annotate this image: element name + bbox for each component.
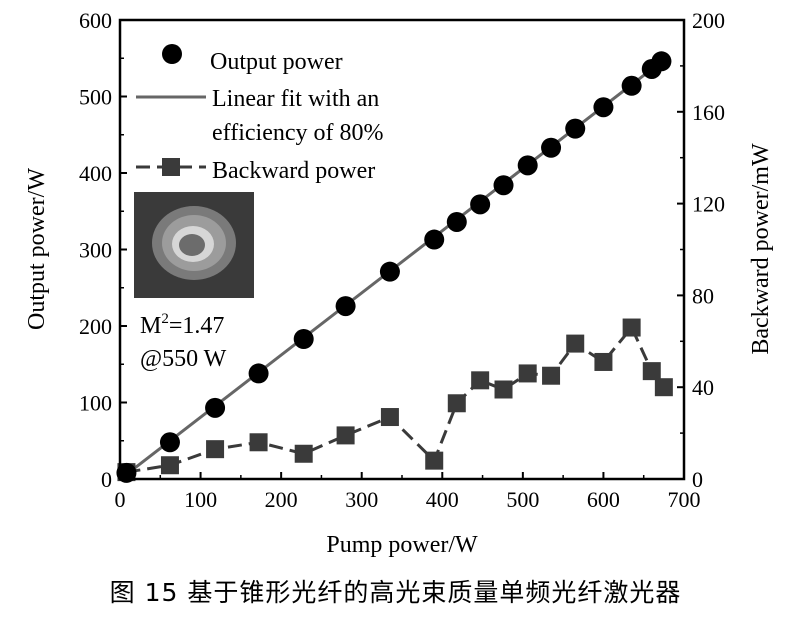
output-point — [565, 118, 586, 139]
beam-core — [179, 234, 205, 256]
backward-point — [294, 444, 313, 463]
legend: Output power Linear fit with an efficien… — [136, 44, 383, 184]
backward-point — [566, 334, 585, 353]
legend-marker-backward — [162, 158, 180, 176]
backward-point — [542, 366, 561, 385]
backward-point — [206, 440, 225, 459]
x-tick-label: 400 — [426, 487, 459, 512]
backward-point — [594, 352, 613, 371]
legend-label-fit-line1: Linear fit with an — [212, 86, 379, 112]
x-tick-label: 0 — [115, 487, 126, 512]
backward-point — [160, 456, 179, 475]
y-tick-label: 200 — [79, 314, 112, 339]
output-point — [493, 175, 514, 196]
x-tick-label: 200 — [265, 487, 298, 512]
y-tick-label: 0 — [101, 467, 112, 492]
output-point — [446, 211, 467, 232]
y-axis-label: Output power/W — [24, 168, 50, 330]
output-point — [335, 296, 356, 317]
output-point — [593, 97, 614, 118]
backward-point — [447, 394, 466, 413]
output-point — [293, 329, 314, 350]
x-axis-label: Pump power/W — [326, 532, 478, 558]
y-axis-left: 0 100 200 300 400 500 600 — [79, 8, 127, 492]
output-point — [651, 51, 672, 72]
y-tick-label: 500 — [79, 85, 112, 110]
backward-point — [471, 371, 490, 390]
x-tick-label: 700 — [668, 487, 701, 512]
x-tick-label: 100 — [184, 487, 217, 512]
m2-power-label: @550 W — [140, 346, 227, 372]
output-point — [205, 397, 226, 418]
backward-point — [425, 451, 444, 470]
y-axis-right: 0 40 80 120 160 200 — [677, 8, 725, 492]
x-tick-label: 300 — [345, 487, 378, 512]
x-tick-label: 600 — [587, 487, 620, 512]
y-tick-label: 300 — [79, 238, 112, 263]
y-tick-label: 400 — [79, 161, 112, 186]
backward-point — [336, 426, 355, 445]
x-tick-label: 500 — [506, 487, 539, 512]
beam-profile-inset — [134, 192, 254, 298]
backward-point — [654, 378, 673, 397]
y-tick-label: 600 — [79, 8, 112, 33]
legend-label-backward: Backward power — [212, 158, 375, 184]
y2-tick-label: 0 — [692, 467, 703, 492]
y2-tick-label: 80 — [692, 283, 714, 308]
backward-series-layer — [117, 318, 673, 482]
output-point — [470, 194, 491, 215]
y2-tick-label: 40 — [692, 375, 714, 400]
backward-point — [249, 433, 268, 452]
legend-label-fit-line2: efficiency of 80% — [212, 120, 383, 146]
output-series-layer — [116, 51, 672, 483]
output-point — [159, 432, 180, 453]
m2-label: M2=1.47 — [140, 311, 224, 339]
y2-tick-label: 160 — [692, 100, 725, 125]
backward-point — [518, 364, 537, 383]
m2-value: 1.47 — [182, 313, 224, 339]
output-point — [248, 363, 269, 384]
chart: 0 100 200 300 400 500 600 700 01002003004005006… — [24, 8, 774, 558]
figure-caption: 图 15 基于锥形光纤的高光束质量单频光纤激光器 — [109, 578, 682, 607]
output-point — [379, 261, 400, 282]
backward-point — [622, 318, 641, 337]
output-point — [621, 75, 642, 96]
y2-tick-label: 200 — [692, 8, 725, 33]
backward-point — [380, 408, 399, 427]
y2-tick-label: 120 — [692, 192, 725, 217]
output-point — [517, 155, 538, 176]
y-tick-label: 100 — [79, 391, 112, 416]
legend-marker-output — [162, 44, 182, 64]
backward-point — [642, 362, 661, 381]
output-point — [541, 137, 562, 158]
x-axis: 0 100 200 300 400 500 600 700 — [115, 472, 701, 512]
backward-point — [494, 380, 513, 399]
output-point — [424, 229, 445, 250]
y2-axis-label: Backward power/mW — [748, 143, 774, 355]
legend-label-output: Output power — [210, 49, 343, 75]
